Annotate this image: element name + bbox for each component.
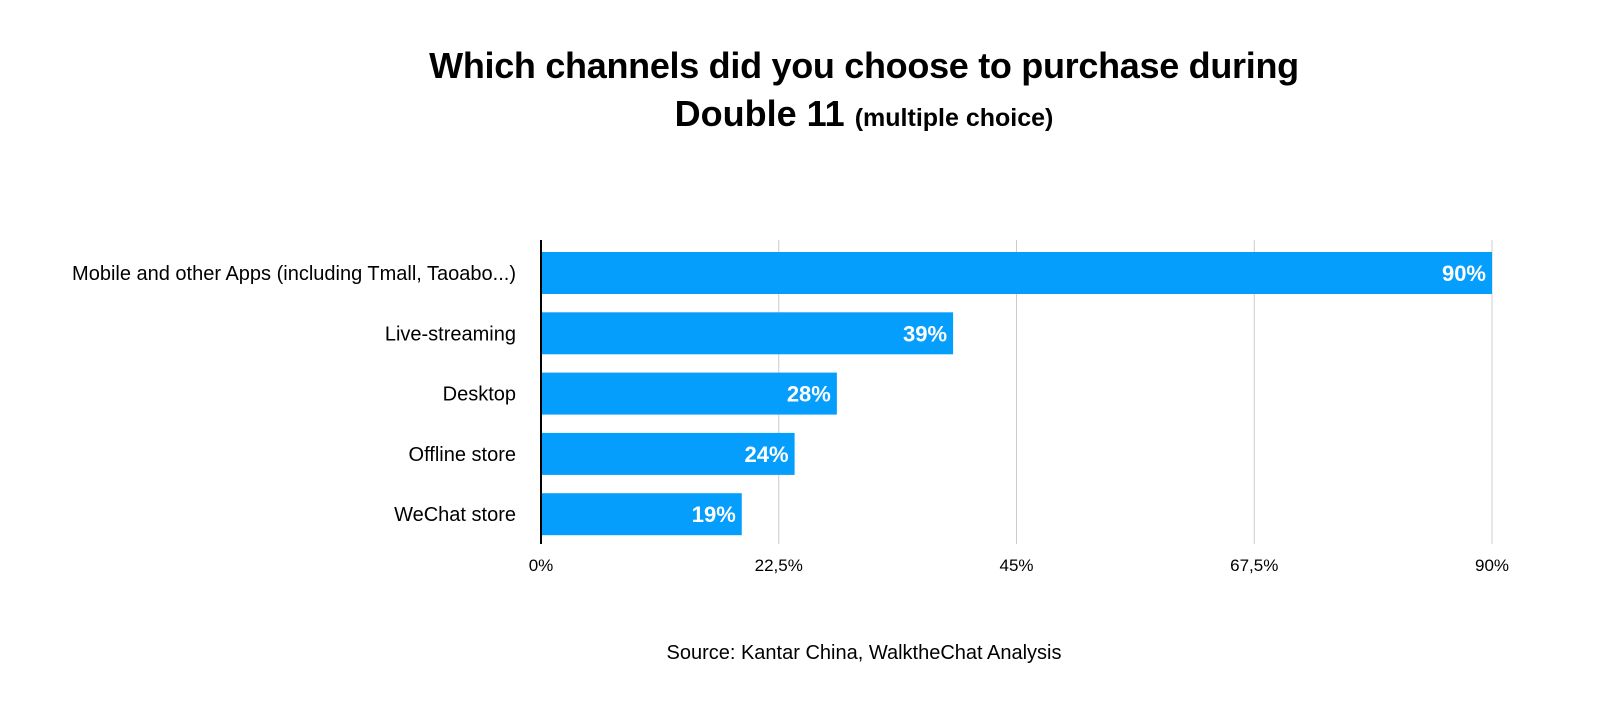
bar-value-label: 19%: [692, 502, 736, 527]
bar-value-label: 39%: [903, 321, 947, 346]
category-label: Desktop: [443, 384, 516, 406]
bar-value-label: 90%: [1442, 261, 1486, 286]
bar-value-label: 24%: [745, 442, 789, 467]
bar: [541, 493, 742, 536]
bar: [541, 372, 837, 415]
category-label: WeChat store: [394, 504, 516, 526]
chart-title-line1: Which channels did you choose to purchas…: [429, 45, 1299, 86]
chart-title-line2: Double 11 (multiple choice): [0, 90, 1600, 142]
bar-value-label: 28%: [787, 382, 831, 407]
chart-title-emphasis: Double 11: [674, 93, 845, 134]
chart-title: Which channels did you choose to purchas…: [0, 42, 1600, 142]
category-label: Live-streaming: [385, 323, 516, 345]
x-tick-label: 67,5%: [1230, 556, 1278, 575]
x-tick-label: 90%: [1475, 556, 1509, 575]
bar: [541, 432, 795, 475]
bars: 90% 39% 28% 24% 19%: [541, 252, 1492, 536]
chart-subtitle: (multiple choice): [854, 104, 1054, 132]
category-label: Mobile and other Apps (including Tmall, …: [72, 263, 516, 285]
x-tick-label: 22,5%: [755, 556, 803, 575]
x-tick-label: 0%: [529, 556, 554, 575]
x-tick-label: 45%: [999, 556, 1033, 575]
bar: [541, 252, 1492, 294]
bar: [541, 312, 954, 355]
x-axis-ticks: 0% 22,5% 45% 67,5% 90%: [529, 556, 1509, 575]
category-labels: Mobile and other Apps (including Tmall, …: [72, 263, 516, 526]
source-note: Source: Kantar China, WalktheChat Analys…: [666, 642, 1062, 664]
category-label: Offline store: [409, 444, 516, 466]
